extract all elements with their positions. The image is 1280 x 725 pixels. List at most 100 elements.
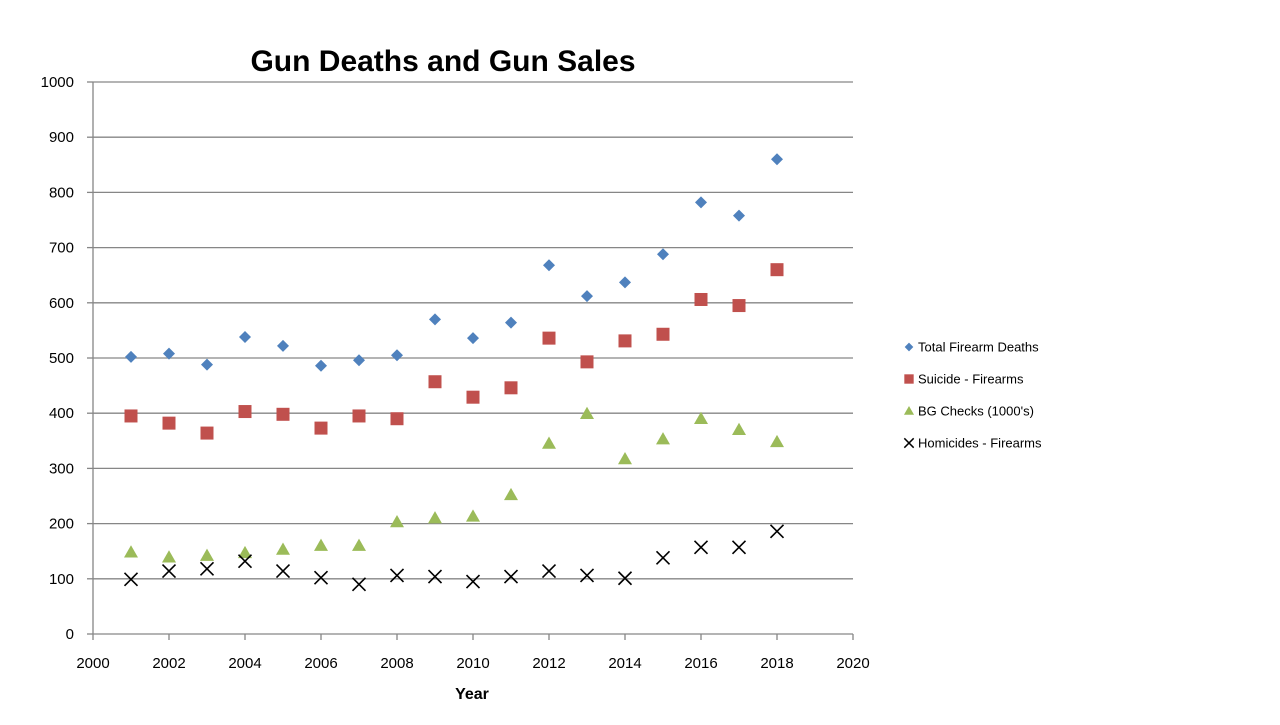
data-point: [542, 437, 556, 449]
data-point: [315, 422, 328, 435]
chart-svg: 010020030040050060070080090010002000 2002…: [0, 0, 1280, 720]
y-tick-label: 900: [49, 129, 74, 146]
legend-marker: [904, 406, 914, 415]
grid-layer: [93, 82, 853, 579]
data-point: [277, 408, 290, 421]
y-tick-label: 0: [66, 626, 74, 643]
data-point: [277, 340, 289, 352]
data-point: [581, 290, 593, 302]
x-tick-label: 2020: [836, 655, 869, 672]
data-point: [201, 359, 213, 371]
data-point: [771, 153, 783, 165]
data-point: [315, 360, 327, 372]
data-point: [315, 571, 328, 584]
x-tick-label: 2018: [760, 655, 793, 672]
data-point: [543, 565, 556, 578]
scatter-chart: 0 100 200 300 400 500 600 700 800 900 1000 2000 2002…: [0, 0, 1280, 720]
data-point: [467, 332, 479, 344]
data-point: [277, 565, 290, 578]
data-point: [429, 313, 441, 325]
x-tick-label: 2006: [304, 655, 337, 672]
legend-label: Homicides - Firearms: [918, 436, 1042, 451]
y-tick-label: 500: [49, 350, 74, 367]
x-tick-label: 2002: [152, 655, 185, 672]
series-diamond-group: [125, 153, 783, 371]
data-point: [695, 196, 707, 208]
legend-marker: [904, 374, 913, 383]
x-tick-label: 2000: [76, 655, 109, 672]
data-point: [125, 351, 137, 363]
legend-marker: [904, 438, 913, 447]
data-point: [657, 248, 669, 260]
y-tick-label: 200: [49, 516, 74, 533]
y-tick-label: 600: [49, 295, 74, 312]
data-point: [353, 409, 366, 422]
data-point: [467, 391, 480, 404]
data-point: [353, 354, 365, 366]
data-point: [125, 409, 138, 422]
data-point: [505, 570, 518, 583]
legend-entry: Suicide - Firearms: [904, 372, 1024, 387]
y-tick-label: 400: [49, 405, 74, 422]
data-point: [428, 511, 442, 523]
x-tick-label: 2004: [228, 655, 261, 672]
legend-marker: [905, 343, 914, 352]
data-point: [124, 545, 138, 557]
legend-label: BG Checks (1000's): [918, 404, 1034, 419]
legend-entry: Total Firearm Deaths: [905, 340, 1039, 355]
legend-label: Total Firearm Deaths: [918, 340, 1039, 355]
data-point: [239, 405, 252, 418]
marks-layer: [124, 153, 784, 591]
data-point: [732, 423, 746, 435]
data-point: [619, 276, 631, 288]
x-tick-label: 2012: [532, 655, 565, 672]
data-point: [733, 541, 746, 554]
data-point: [543, 259, 555, 271]
data-point: [733, 299, 746, 312]
data-point: [239, 331, 251, 343]
data-point: [163, 417, 176, 430]
data-point: [695, 293, 708, 306]
x-tick-label: 2008: [380, 655, 413, 672]
axis-layer: 010020030040050060070080090010002000 2002…: [41, 74, 870, 672]
chart-title: Gun Deaths and Gun Sales: [250, 45, 635, 78]
legend-label: Suicide - Firearms: [918, 372, 1024, 387]
data-point: [505, 317, 517, 329]
data-point: [505, 381, 518, 394]
data-point: [466, 509, 480, 521]
series-triangle-group: [124, 407, 784, 563]
data-point: [162, 550, 176, 562]
x-tick-label: 2014: [608, 655, 641, 672]
legend-entry: BG Checks (1000's): [904, 404, 1034, 419]
data-point: [200, 549, 214, 561]
data-point: [543, 332, 556, 345]
data-point: [657, 551, 670, 564]
data-point: [619, 334, 632, 347]
data-point: [276, 543, 290, 555]
data-point: [770, 435, 784, 447]
data-point: [581, 569, 594, 582]
data-point: [163, 565, 176, 578]
data-point: [581, 355, 594, 368]
data-point: [201, 427, 214, 440]
y-tick-label: 700: [49, 240, 74, 257]
data-point: [429, 570, 442, 583]
data-point: [656, 432, 670, 444]
data-point: [391, 569, 404, 582]
x-tick-label: 2016: [684, 655, 717, 672]
data-point: [504, 488, 518, 500]
legend-entry: Homicides - Firearms: [904, 436, 1042, 451]
data-point: [429, 375, 442, 388]
data-point: [353, 578, 366, 591]
data-point: [695, 541, 708, 554]
data-point: [352, 539, 366, 551]
x-axis-title: Year: [455, 686, 489, 703]
data-point: [391, 412, 404, 425]
data-point: [391, 349, 403, 361]
y-tick-label: 800: [49, 184, 74, 201]
data-point: [771, 263, 784, 276]
y-tick-label: 1000: [41, 74, 74, 91]
data-point: [390, 515, 404, 527]
x-tick-label: 2010: [456, 655, 489, 672]
data-point: [657, 328, 670, 341]
